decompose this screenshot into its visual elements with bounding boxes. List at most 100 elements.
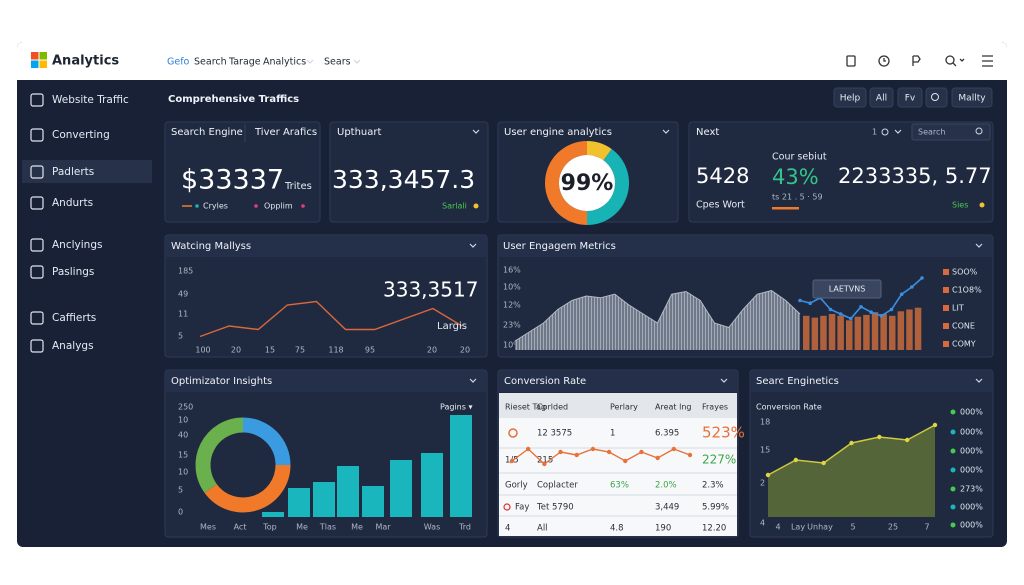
chevron[interactable] — [662, 129, 670, 134]
row-icon — [508, 428, 518, 438]
bar — [889, 315, 896, 350]
chevron[interactable] — [469, 378, 477, 383]
bar — [450, 415, 472, 517]
kpi-value: 333,3457.3 — [332, 165, 475, 194]
legend-swatch — [943, 341, 949, 347]
point — [798, 298, 802, 303]
top-bar-edge — [17, 74, 1007, 80]
tooltip-text: LAETVNS — [829, 285, 866, 294]
card-title: Conversion Rate — [504, 376, 586, 387]
chevron[interactable] — [894, 129, 902, 134]
toolbar-button[interactable] — [897, 87, 923, 108]
donut-segment — [586, 149, 629, 225]
sidebar-icon — [30, 128, 44, 142]
search-button[interactable] — [925, 87, 948, 108]
settings-icon — [881, 128, 889, 136]
nav-item: Analytics — [263, 57, 306, 68]
sidebar-item[interactable]: Padlerts — [52, 166, 94, 178]
point — [606, 449, 612, 455]
kpi-value: $33337 — [181, 165, 284, 196]
legend-dot — [950, 504, 956, 510]
axis-label: 4 — [760, 519, 765, 528]
bar — [820, 315, 827, 350]
chevron[interactable] — [975, 378, 983, 383]
kpi-detail: ts 21 . 5 · 59 — [772, 193, 823, 202]
point — [920, 276, 924, 280]
search-icon — [975, 127, 983, 135]
bar — [288, 488, 310, 517]
toolbar-label: Help — [840, 94, 861, 104]
kpi-note: Sies — [952, 201, 968, 210]
header-icons[interactable] — [846, 55, 993, 67]
legend-label: LIT — [952, 304, 964, 313]
axis-label: 16% — [503, 266, 521, 275]
sidebar-item[interactable]: Website Traffic — [52, 94, 129, 106]
sidebar-icon — [30, 265, 44, 279]
axis-label: 0 — [178, 508, 183, 517]
chevron[interactable] — [720, 378, 728, 383]
axis-label: 40 — [178, 431, 188, 440]
point — [879, 314, 884, 318]
status-dot — [979, 202, 985, 208]
kpi-total: 2233335, 5.77 — [838, 164, 992, 188]
search-box[interactable] — [911, 123, 991, 141]
axis-label: 95 — [365, 346, 375, 355]
sidebar-item[interactable]: Caffierts — [52, 312, 96, 324]
legend-dot — [950, 429, 956, 435]
chevron[interactable] — [306, 59, 314, 64]
point — [765, 472, 771, 478]
sidebar-item[interactable]: Andurts — [52, 197, 93, 209]
sidebar-item[interactable]: Converting — [52, 129, 110, 141]
bar — [803, 315, 810, 350]
axis-label: 15 — [178, 451, 188, 460]
axis-label: Corlded — [537, 403, 568, 412]
legend-label: 000% — [960, 466, 983, 475]
donut-segment — [204, 464, 291, 513]
bar — [811, 317, 819, 350]
donut-label: 99% — [561, 171, 614, 196]
axis-label: 7 — [924, 523, 929, 532]
point — [877, 434, 882, 440]
bar — [313, 482, 335, 517]
legend-swatch — [943, 269, 949, 275]
toolbar-button[interactable] — [951, 87, 993, 108]
table-cell: 1 — [610, 429, 615, 439]
toolbar-label: Mallty — [958, 94, 986, 104]
chevron[interactable] — [975, 243, 983, 248]
axis-label: 20 — [231, 346, 241, 355]
sidebar-item[interactable]: Anclyings — [52, 239, 102, 251]
toolbar-button[interactable] — [869, 87, 894, 108]
axis-label: 10% — [503, 283, 521, 292]
axis-label: 2 — [760, 479, 765, 488]
legend-dot — [950, 522, 956, 528]
axis-label: 15 — [760, 446, 770, 455]
kpi-subtitle: Cour sebiut — [772, 152, 827, 163]
table-cell: 3,449 — [655, 503, 679, 513]
chevron[interactable] — [469, 243, 477, 248]
sidebar-icon — [30, 196, 44, 210]
legend-label: 273% — [960, 485, 983, 494]
kpi-unit: Trites — [284, 181, 312, 192]
bar — [362, 486, 384, 517]
chevron[interactable] — [472, 129, 480, 134]
toolbar-button[interactable] — [833, 87, 867, 108]
bar — [846, 320, 853, 350]
chevron[interactable] — [353, 59, 361, 64]
tab[interactable]: Tiver Arafics — [254, 127, 317, 138]
kpi-value: 5428 — [696, 164, 749, 188]
axis-label: 11 — [178, 310, 188, 319]
logo-text: Analytics — [52, 54, 119, 69]
point — [509, 458, 515, 464]
sidebar-item[interactable]: Paslings — [52, 266, 94, 278]
toolbar-label: Fv — [905, 94, 916, 104]
axis-label: Frayes — [702, 403, 728, 412]
tab[interactable]: Search Engine — [171, 127, 243, 138]
toolbar-label: All — [876, 94, 887, 104]
sidebar-item[interactable]: Analygs — [52, 340, 94, 352]
sidebar-active — [22, 160, 152, 183]
panel — [688, 121, 994, 223]
legend-label: C1O8% — [952, 286, 982, 295]
table-cell: 227% — [702, 453, 736, 467]
axis-label: 12% — [503, 301, 521, 310]
axis-label: Unhay — [807, 523, 833, 532]
